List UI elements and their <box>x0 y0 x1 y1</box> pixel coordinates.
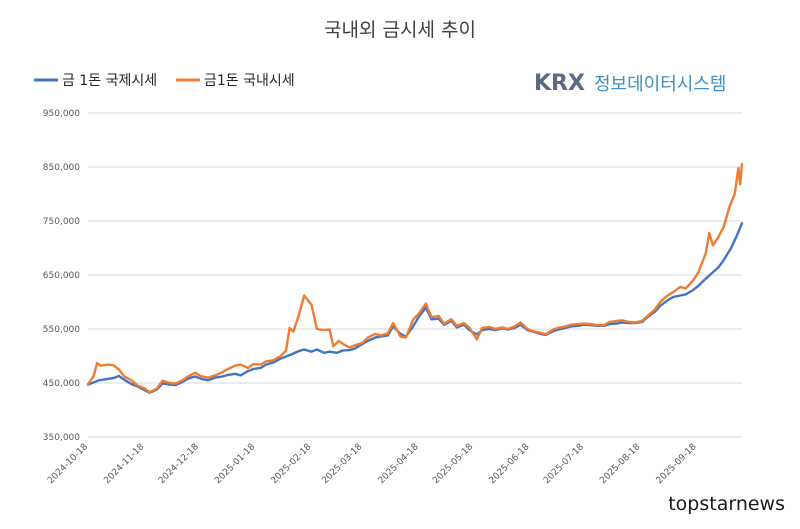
x-tick-label: 2025-05-18 <box>431 442 475 486</box>
x-tick-label: 2025-02-18 <box>270 442 314 486</box>
x-tick-label: 2025-07-18 <box>542 442 586 486</box>
y-tick-label: 550,000 <box>43 325 80 335</box>
y-tick-label: 450,000 <box>43 379 80 389</box>
x-tick-label: 2025-01-18 <box>213 442 257 486</box>
gridlines <box>88 112 742 438</box>
watermark: topstarnews <box>668 493 785 515</box>
series-line-domestic <box>86 162 744 394</box>
krx-logo-text: 정보데이터시스템 <box>594 74 726 95</box>
legend-label-international: 금 1돈 국제시세 <box>62 73 157 89</box>
x-tick-label: 2025-08-18 <box>598 442 642 486</box>
krx-logo: KRX 정보데이터시스템 <box>534 71 726 96</box>
y-tick-label: 950,000 <box>43 109 80 119</box>
legend-label-domestic: 금1돈 국내시세 <box>204 73 295 89</box>
y-tick-label: 650,000 <box>43 271 80 281</box>
x-tick-label: 2024-11-18 <box>102 442 146 486</box>
chart-title: 국내외 금시세 추이 <box>324 19 476 41</box>
series-line-international <box>86 221 744 394</box>
x-tick-label: 2024-12-18 <box>157 442 201 486</box>
x-tick-label: 2024-10-18 <box>46 442 90 486</box>
y-tick-label: 350,000 <box>43 433 80 443</box>
y-tick-label: 750,000 <box>43 217 80 227</box>
krx-brand: KRX <box>534 71 585 96</box>
y-axis-ticks: 350,000 450,000 550,000 650,000 750,000 850,0… <box>43 109 80 443</box>
series-lines <box>86 162 744 394</box>
x-tick-label: 2025-09-18 <box>655 442 699 486</box>
x-axis-ticks: 2024-10-18 2024-11-18 2024-12-18 2025-01-18… <box>46 442 699 486</box>
x-tick-label: 2025-04-18 <box>377 442 421 486</box>
x-tick-label: 2025-03-18 <box>320 442 364 486</box>
legend: 금 1돈 국제시세 금1돈 국내시세 <box>34 73 295 89</box>
x-tick-label: 2025-06-18 <box>488 442 532 486</box>
y-tick-label: 850,000 <box>43 163 80 173</box>
